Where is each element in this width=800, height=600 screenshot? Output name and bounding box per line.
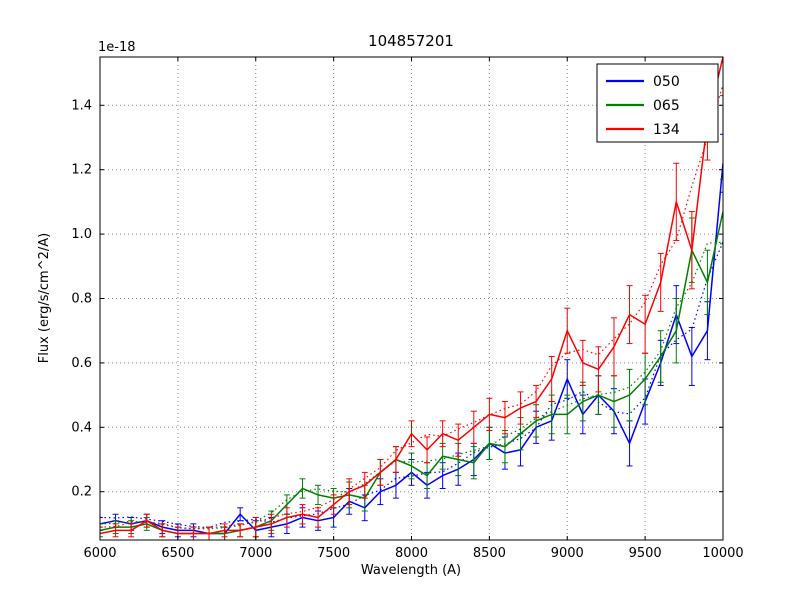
- x-tick-label: 7500: [317, 546, 350, 561]
- y-tick-label: 0.6: [71, 356, 92, 371]
- y-offset-label: 1e-18: [98, 40, 136, 55]
- legend: 050 065 134: [596, 63, 719, 143]
- legend-label-065: 065: [653, 98, 680, 114]
- x-tick-label: 8000: [395, 546, 428, 561]
- plot-layer: 6000 6500 7000 7500 8000 8500 9000 9500 10000 0.2…: [71, 56, 744, 561]
- x-axis-label: Wavelength (A): [361, 563, 461, 578]
- y-tick-label: 0.8: [71, 292, 92, 307]
- legend-label-050: 050: [653, 74, 680, 90]
- y-tick-label: 1.0: [71, 227, 92, 242]
- y-tick-label: 0.2: [71, 485, 92, 500]
- x-tick-label: 9500: [629, 546, 662, 561]
- x-tick-label: 8500: [473, 546, 506, 561]
- y-tick-label: 0.4: [71, 420, 92, 435]
- x-tick-label: 6500: [161, 546, 194, 561]
- y-axis-label: Flux (erg/s/cm^2/A): [37, 233, 52, 363]
- y-tick-label: 1.2: [71, 163, 92, 178]
- chart-title: 104857201: [368, 32, 454, 50]
- line-134: [100, 57, 723, 535]
- tick-labels: 6000 6500 7000 7500 8000 8500 9000 9500 10000 0.2…: [71, 98, 743, 561]
- ticks: [99, 57, 724, 540]
- data-layer: [100, 57, 723, 540]
- dotted-line-050: [100, 241, 723, 529]
- legend-label-134: 134: [653, 122, 680, 138]
- x-tick-label: 6000: [83, 546, 116, 561]
- dotted-line-065: [100, 241, 723, 530]
- series-050: [100, 133, 723, 540]
- y-tick-label: 1.4: [71, 98, 92, 113]
- x-tick-label: 9000: [551, 546, 584, 561]
- x-tick-label: 10000: [702, 546, 743, 561]
- x-tick-label: 7000: [239, 546, 272, 561]
- series-134: [100, 57, 723, 540]
